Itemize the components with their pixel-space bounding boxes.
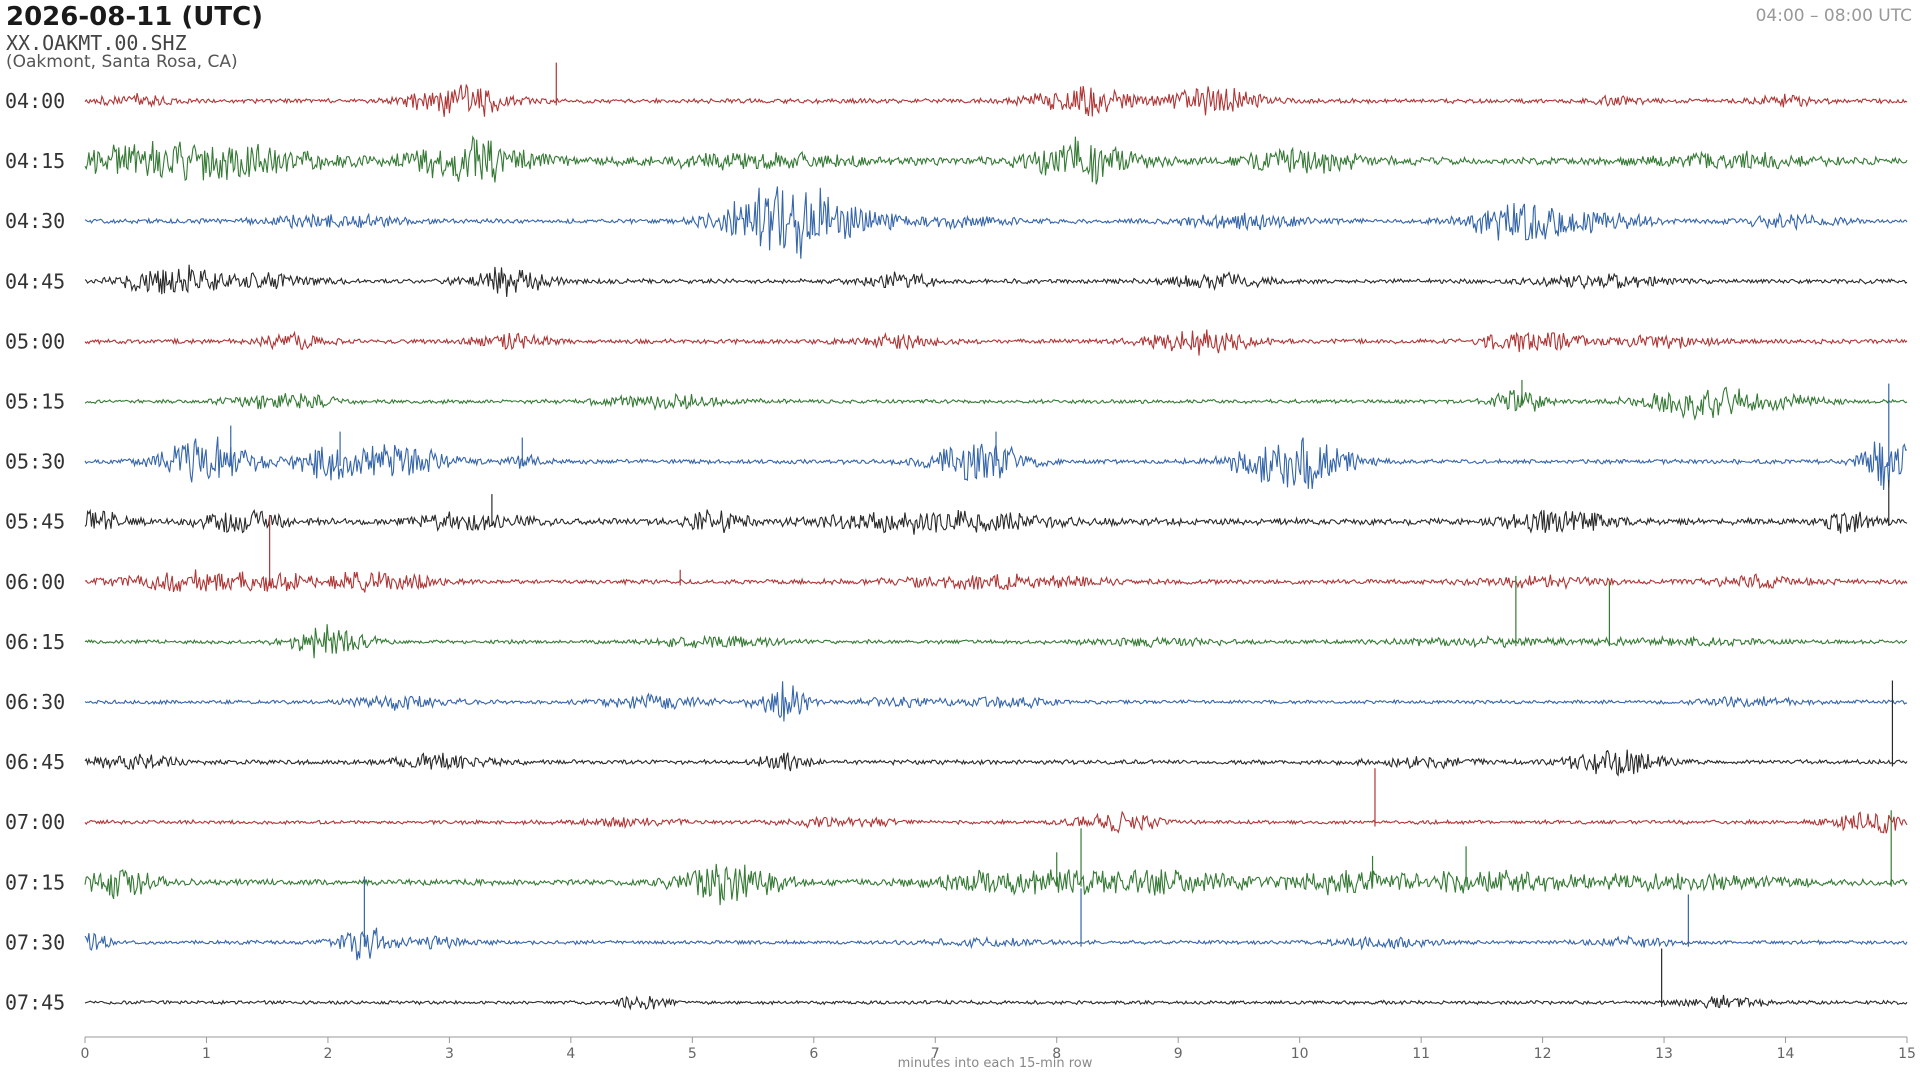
trace-0645 (84, 749, 1908, 777)
x-tick-label-0: 0 (81, 1046, 90, 1062)
trace-0500 (84, 329, 1908, 356)
row-label-0730: 07:30 (5, 930, 65, 954)
row-label-0630: 06:30 (5, 690, 65, 714)
x-tick-label-1: 1 (202, 1046, 211, 1062)
x-tick-label-7: 7 (931, 1046, 940, 1062)
row-label-0645: 06:45 (5, 750, 65, 774)
trace-0745 (84, 994, 1908, 1011)
x-axis-label: minutes into each 15-min row (898, 1056, 1093, 1071)
trace-0715 (84, 863, 1908, 906)
row-label-0615: 06:15 (5, 630, 65, 654)
trace-0630 (84, 681, 1908, 722)
x-tick-label-10: 10 (1291, 1046, 1309, 1062)
row-label-0715: 07:15 (5, 870, 65, 894)
row-label-0400: 04:00 (5, 89, 65, 113)
row-label-0700: 07:00 (5, 810, 65, 834)
trace-0700 (84, 810, 1908, 834)
trace-0730 (84, 927, 1908, 961)
row-label-0515: 05:15 (5, 390, 65, 414)
row-label-0530: 05:30 (5, 450, 65, 474)
trace-0430 (84, 186, 1908, 259)
page-title: 2026-08-11 (UTC) (6, 2, 264, 32)
trace-0545 (84, 508, 1908, 535)
x-tick-label-15: 15 (1898, 1046, 1916, 1062)
x-tick-label-6: 6 (809, 1046, 818, 1062)
row-label-0745: 07:45 (5, 991, 65, 1015)
time-range: 04:00 – 08:00 UTC (1755, 6, 1912, 26)
x-tick-label-11: 11 (1412, 1046, 1430, 1062)
trace-rows: 04:00 04:15 04:30 04:45 05:00 05:15 05:30 05:45… (5, 62, 1908, 1015)
row-label-0430: 04:30 (5, 209, 65, 233)
row-label-0545: 05:45 (5, 510, 65, 534)
trace-0515 (84, 386, 1908, 421)
x-tick-label-13: 13 (1655, 1046, 1673, 1062)
x-tick-label-5: 5 (688, 1046, 697, 1062)
x-tick-label-2: 2 (323, 1046, 332, 1062)
row-label-0415: 04:15 (5, 149, 65, 173)
trace-0600 (84, 569, 1908, 593)
trace-0445 (84, 264, 1908, 297)
station-location: (Oakmont, Santa Rosa, CA) (6, 52, 238, 72)
row-label-0445: 04:45 (5, 269, 65, 293)
station-code: XX.OAKMT.00.SHZ (6, 31, 187, 55)
x-tick-label-12: 12 (1534, 1046, 1552, 1062)
row-label-0600: 06:00 (5, 570, 65, 594)
trace-0615 (84, 624, 1908, 659)
x-tick-label-14: 14 (1777, 1046, 1795, 1062)
x-tick-label-9: 9 (1174, 1046, 1183, 1062)
x-tick-label-8: 8 (1052, 1046, 1061, 1062)
trace-0415 (84, 135, 1908, 185)
row-label-0500: 05:00 (5, 329, 65, 353)
trace-0400 (84, 84, 1908, 117)
x-axis: 0 1 2 3 4 5 6 7 8 9 10 11 12 13 14 15 (81, 1036, 1916, 1062)
x-tick-label-3: 3 (445, 1046, 454, 1062)
x-tick-label-4: 4 (566, 1046, 575, 1062)
